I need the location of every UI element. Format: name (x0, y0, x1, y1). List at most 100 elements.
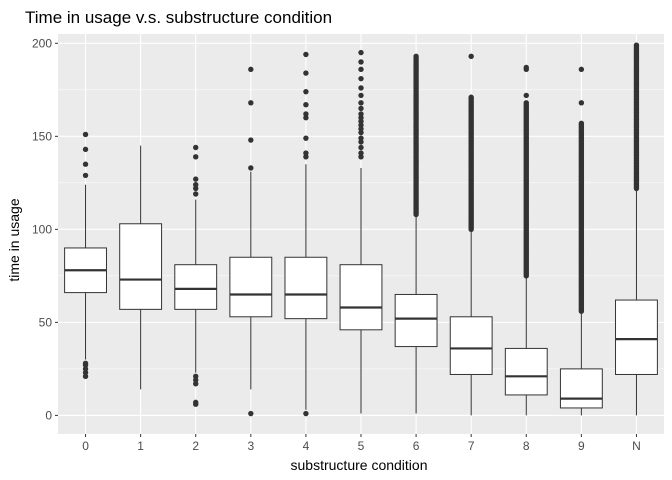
x-tick-label: 3 (247, 439, 254, 453)
iqr-box (504, 347, 548, 396)
outlier-point (303, 51, 309, 58)
box-0 (64, 131, 107, 380)
x-tick-label: 9 (578, 439, 585, 453)
box-7 (449, 53, 493, 416)
outlier-point (193, 144, 199, 151)
outlier-point (248, 165, 254, 171)
box-4 (284, 51, 328, 417)
iqr-box (284, 256, 328, 320)
outlier-point (248, 100, 254, 106)
outlier-point (303, 111, 309, 117)
outlier-point (193, 154, 199, 160)
x-tick-label: 0 (82, 439, 89, 453)
chart-title: Time in usage v.s. substructure conditio… (25, 8, 332, 27)
outlier-point (358, 154, 364, 160)
outlier-point (82, 172, 89, 179)
outlier-point (523, 64, 529, 71)
iqr-box (615, 299, 658, 375)
outlier-point (358, 115, 364, 121)
outlier-point (358, 150, 364, 156)
outlier-point (358, 122, 364, 128)
x-tick-label: 5 (358, 439, 365, 453)
y-axis-title: time in usage (6, 198, 22, 281)
outlier-point (413, 53, 419, 60)
iqr-box (174, 264, 218, 310)
box-6 (394, 53, 438, 414)
x-tick-label: 7 (468, 439, 475, 453)
outlier-point (193, 373, 199, 380)
y-axis-ticks: 0 50 100 150 200 (32, 36, 58, 422)
box-3 (229, 66, 273, 417)
iqr-box (559, 368, 603, 409)
outlier-point (358, 139, 364, 145)
x-tick-label: 6 (413, 439, 420, 453)
outlier-point (303, 154, 309, 160)
outlier-point (248, 66, 254, 73)
iqr-box (339, 264, 383, 331)
y-tick-label: 200 (32, 36, 52, 50)
outlier-point (358, 66, 364, 73)
outlier-point (82, 131, 89, 138)
outlier-point (193, 191, 199, 197)
outlier-point (303, 70, 309, 76)
outlier-point (578, 100, 585, 106)
outlier-point (358, 111, 364, 117)
outlier-point (358, 100, 364, 106)
iqr-box (394, 293, 438, 348)
y-tick-label: 50 (39, 315, 53, 329)
outlier-point (578, 66, 585, 73)
y-tick-label: 150 (32, 129, 52, 143)
outlier-point (468, 94, 474, 100)
outlier-point (82, 360, 89, 367)
box-5 (339, 49, 383, 414)
outlier-point (82, 161, 89, 167)
outlier-point (303, 135, 309, 141)
outlier-point (248, 137, 254, 143)
y-tick-label: 100 (32, 222, 52, 236)
outlier-point (358, 49, 364, 56)
outlier-point (358, 126, 364, 132)
boxes-layer (64, 42, 658, 417)
outlier-point (193, 377, 199, 383)
outlier-point (82, 146, 89, 153)
x-axis-ticks: 0 1 2 3 4 5 6 7 8 9 N (82, 434, 641, 453)
outlier-point (358, 85, 364, 91)
outlier-point (303, 115, 309, 121)
outlier-point (468, 53, 474, 60)
box-1 (119, 145, 163, 390)
outlier-point (358, 135, 364, 141)
outlier-point (193, 181, 199, 188)
iqr-box (229, 256, 273, 318)
outlier-point (358, 129, 364, 136)
outlier-point (248, 410, 254, 417)
outlier-point (82, 369, 89, 376)
outlier-point (358, 144, 364, 151)
iqr-box (449, 316, 493, 375)
outlier-point (523, 100, 529, 106)
outlier-point (358, 92, 364, 99)
outlier-point (358, 75, 364, 82)
x-tick-label: N (632, 439, 641, 453)
outlier-point (193, 185, 199, 192)
y-tick-label: 0 (45, 408, 52, 422)
x-tick-label: 1 (137, 439, 144, 453)
outlier-point (82, 366, 89, 372)
box-8 (504, 64, 548, 416)
iqr-box (119, 223, 163, 310)
outlier-point (193, 176, 199, 182)
outlier-point (633, 42, 640, 48)
outlier-point (578, 120, 585, 127)
outlier-point (303, 410, 309, 417)
box-N (615, 42, 658, 416)
outlier-point (303, 150, 309, 156)
x-tick-label: 8 (523, 439, 530, 453)
outlier-point (523, 92, 529, 99)
outlier-point (82, 373, 89, 380)
outlier-point (193, 399, 199, 406)
x-tick-label: 4 (303, 439, 310, 453)
x-tick-label: 2 (192, 439, 199, 453)
box-2 (174, 144, 218, 407)
x-axis-title: substructure condition (291, 457, 428, 473)
outlier-point (303, 101, 309, 108)
outlier-point (358, 118, 364, 125)
